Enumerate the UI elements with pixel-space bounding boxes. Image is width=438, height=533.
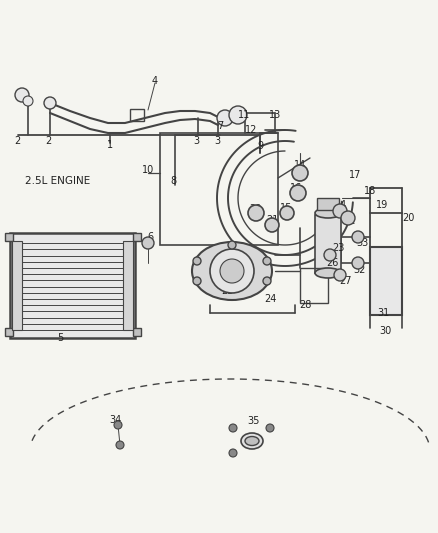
Text: 10: 10: [142, 165, 154, 175]
Circle shape: [15, 88, 29, 102]
Circle shape: [44, 97, 56, 109]
Bar: [10, 233, 135, 338]
Text: 7: 7: [217, 121, 223, 131]
Circle shape: [229, 424, 237, 432]
Text: 23: 23: [332, 243, 344, 253]
Circle shape: [324, 249, 336, 261]
Bar: [300, 268, 328, 303]
Circle shape: [248, 205, 264, 221]
Text: 30: 30: [379, 326, 391, 336]
Text: 2.5L ENGINE: 2.5L ENGINE: [25, 176, 91, 186]
Ellipse shape: [241, 433, 263, 449]
Circle shape: [263, 257, 271, 265]
Text: 18: 18: [364, 186, 376, 196]
Circle shape: [292, 165, 308, 181]
Text: 28: 28: [299, 300, 311, 310]
Bar: [370, 247, 402, 315]
Text: 29: 29: [249, 204, 261, 214]
Text: 4: 4: [152, 76, 158, 86]
Bar: [133, 328, 141, 336]
Circle shape: [210, 249, 254, 293]
Text: 5: 5: [57, 333, 63, 343]
Text: 13: 13: [269, 110, 281, 120]
Circle shape: [116, 441, 124, 449]
Circle shape: [228, 241, 236, 249]
Text: 27: 27: [339, 276, 351, 286]
Text: 12: 12: [245, 125, 257, 135]
Circle shape: [23, 96, 33, 106]
Text: 31: 31: [377, 308, 389, 318]
Text: 15: 15: [280, 203, 292, 213]
Text: 34: 34: [109, 415, 121, 425]
Circle shape: [280, 206, 294, 220]
Circle shape: [352, 231, 364, 243]
Circle shape: [341, 211, 355, 225]
Text: 3: 3: [214, 136, 220, 146]
Text: 22: 22: [344, 216, 356, 226]
Bar: [315, 215, 341, 273]
Circle shape: [290, 185, 306, 201]
Circle shape: [220, 259, 244, 283]
Circle shape: [114, 421, 122, 429]
Text: 35: 35: [247, 416, 259, 426]
Circle shape: [333, 204, 347, 218]
Text: 1: 1: [107, 140, 113, 150]
Text: 32: 32: [354, 265, 366, 275]
Text: 17: 17: [349, 170, 361, 180]
Text: 8: 8: [170, 176, 176, 186]
Bar: [12, 241, 22, 330]
Circle shape: [193, 277, 201, 285]
Text: 14: 14: [335, 200, 347, 210]
Ellipse shape: [315, 268, 341, 278]
Ellipse shape: [245, 437, 259, 446]
Text: 2: 2: [45, 136, 51, 146]
Text: 25: 25: [222, 286, 234, 296]
Circle shape: [266, 424, 274, 432]
Bar: [123, 241, 133, 330]
Circle shape: [193, 257, 201, 265]
Text: 21: 21: [266, 215, 278, 225]
Text: 3: 3: [193, 136, 199, 146]
Text: 16: 16: [290, 183, 302, 193]
Bar: [5, 233, 13, 241]
Text: 6: 6: [147, 232, 153, 242]
Text: 19: 19: [376, 200, 388, 210]
Circle shape: [229, 106, 247, 124]
Bar: [133, 233, 141, 241]
Circle shape: [263, 277, 271, 285]
Text: 24: 24: [264, 294, 276, 304]
Circle shape: [352, 257, 364, 269]
Text: 11: 11: [238, 110, 250, 120]
Circle shape: [334, 269, 346, 281]
Bar: [317, 198, 339, 210]
Ellipse shape: [192, 242, 272, 300]
Ellipse shape: [315, 208, 341, 218]
Text: 9: 9: [257, 141, 263, 151]
Text: 2: 2: [14, 136, 20, 146]
Text: 26: 26: [326, 258, 338, 268]
Circle shape: [229, 449, 237, 457]
Bar: [160, 133, 278, 245]
Text: 33: 33: [356, 238, 368, 248]
Bar: [5, 328, 13, 336]
Circle shape: [142, 237, 154, 249]
Bar: [130, 109, 144, 121]
Text: 14: 14: [294, 160, 306, 170]
Text: 20: 20: [402, 213, 414, 223]
Circle shape: [217, 110, 233, 126]
Circle shape: [265, 218, 279, 232]
